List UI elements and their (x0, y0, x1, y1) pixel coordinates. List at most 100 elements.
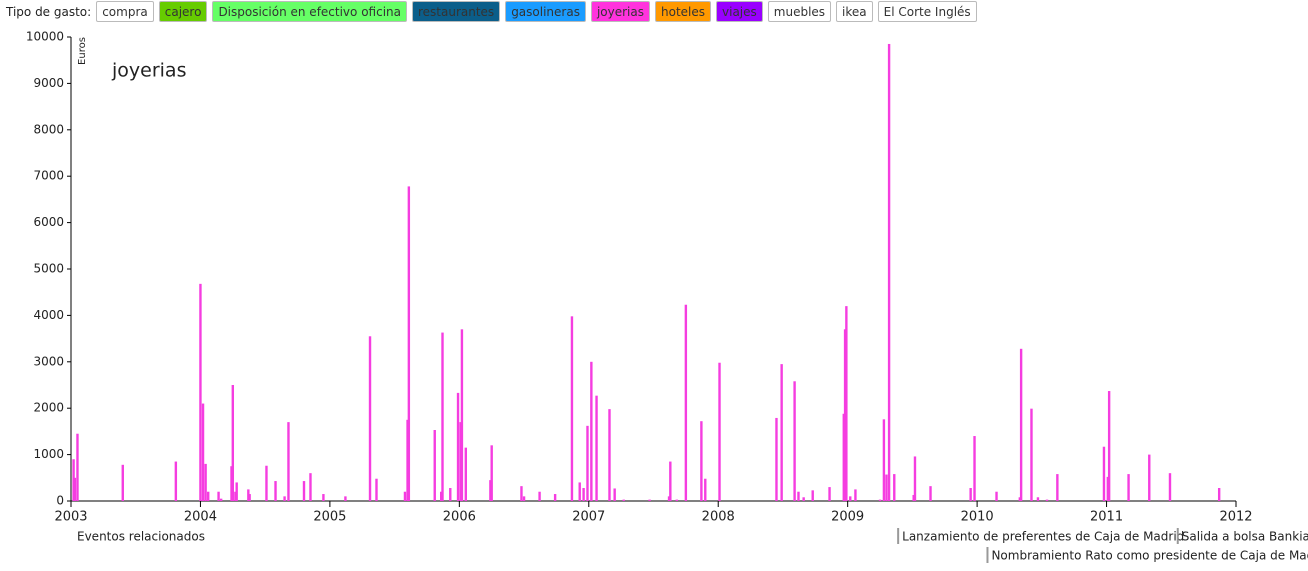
filter-button[interactable]: El Corte Inglés (877, 1, 977, 22)
event-label: Nombramiento Rato como presidente de Caj… (991, 549, 1308, 563)
bar (578, 482, 581, 501)
filter-bar: Tipo de gasto: compra cajero Disposición e… (6, 1, 977, 22)
bar (797, 491, 800, 501)
bar (274, 481, 277, 501)
bar (433, 430, 436, 501)
bar (1106, 476, 1110, 501)
bar (460, 329, 464, 501)
bar (608, 409, 611, 501)
bar (1148, 454, 1151, 501)
bar (590, 361, 593, 501)
bar (885, 474, 888, 501)
filter-button[interactable]: cajero (158, 1, 208, 22)
bar (538, 491, 541, 501)
bar (669, 461, 672, 501)
bar (234, 491, 237, 501)
y-tick-label: 8000 (33, 122, 64, 136)
bar (201, 403, 205, 501)
filter-button[interactable]: viajes (716, 1, 763, 22)
bar (1127, 474, 1130, 501)
bar (648, 499, 651, 501)
bar (265, 465, 268, 501)
bar (929, 486, 932, 501)
filter-label: Tipo de gasto: (6, 4, 92, 19)
x-tick-label: 2008 (702, 510, 735, 525)
bar (882, 419, 886, 501)
bar (887, 43, 891, 502)
bar (1056, 474, 1059, 501)
bar (775, 417, 778, 501)
bar (459, 422, 462, 501)
x-tick-label: 2006 (443, 510, 476, 525)
bar (520, 486, 523, 501)
filter-button[interactable]: gasolineras (505, 1, 586, 22)
bar (842, 413, 845, 501)
filter-button[interactable]: hoteles (655, 1, 712, 22)
bar (913, 456, 917, 501)
bar (1030, 408, 1033, 501)
filter-button[interactable]: Disposición en efectivo oficina (212, 1, 407, 22)
bar (302, 481, 306, 501)
bar (700, 421, 703, 501)
bar (73, 477, 77, 501)
bar (72, 459, 75, 501)
filter-button[interactable]: compra (96, 1, 154, 22)
bar (893, 474, 896, 501)
x-tick-label: 2012 (1219, 510, 1252, 525)
bar (322, 494, 325, 501)
filter-button[interactable]: muebles (767, 1, 832, 22)
bar (449, 488, 452, 501)
bar (309, 473, 312, 501)
y-tick-label: 2000 (33, 401, 64, 415)
bar (1045, 499, 1049, 501)
bar (675, 499, 678, 501)
bar (440, 491, 443, 501)
bar (793, 381, 796, 501)
y-tick-label: 1000 (33, 447, 64, 461)
filter-button[interactable]: joyerias (590, 1, 650, 22)
bar (489, 480, 492, 501)
bar (407, 186, 411, 501)
bar (912, 494, 915, 501)
bar (403, 491, 407, 501)
bar (622, 499, 625, 501)
bar (828, 487, 831, 501)
bar (969, 488, 972, 501)
bar (1102, 446, 1106, 501)
bar (613, 488, 616, 501)
filter-button[interactable]: ikea (836, 1, 873, 22)
bar (406, 419, 409, 501)
bar (684, 304, 688, 501)
bar (217, 491, 220, 501)
bar (553, 494, 557, 501)
bar (973, 436, 976, 501)
bar (1036, 497, 1040, 501)
y-tick-label: 7000 (33, 169, 64, 183)
bar (522, 496, 526, 501)
filter-button[interactable]: restaurantes (411, 1, 501, 22)
bar (878, 499, 882, 501)
bar (811, 490, 814, 501)
bar (704, 478, 707, 501)
x-tick-label: 2003 (54, 510, 87, 525)
y-tick-label: 0 (56, 494, 64, 508)
bar (441, 332, 444, 501)
bar (235, 482, 238, 501)
y-tick-label: 5000 (33, 262, 64, 276)
x-tick-label: 2004 (184, 510, 217, 525)
x-tick-label: 2005 (313, 510, 346, 525)
bar (219, 498, 223, 501)
bar (667, 496, 671, 501)
bar (204, 463, 207, 501)
bar (570, 316, 574, 501)
bar (854, 489, 857, 501)
y-tick-label: 3000 (33, 354, 64, 368)
bar (375, 478, 378, 501)
bar (230, 466, 233, 501)
bar (1019, 348, 1023, 501)
y-tick-label: 4000 (33, 308, 64, 322)
bar (582, 488, 585, 501)
bar (843, 329, 847, 501)
bar (845, 306, 848, 501)
